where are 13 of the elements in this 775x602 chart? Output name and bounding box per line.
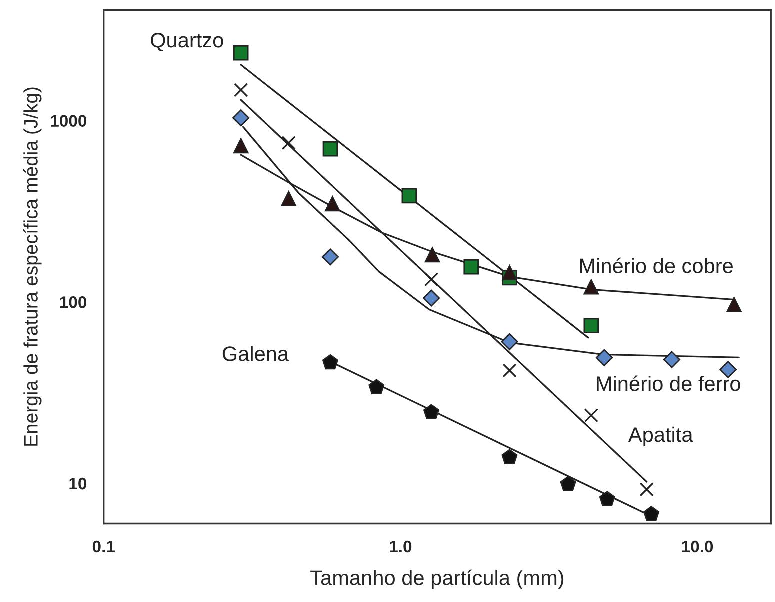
y-tick-label: 1000 (51, 115, 87, 127)
y-tick-label: 100 (60, 296, 87, 308)
x-tick-label: 1.0 (390, 540, 412, 553)
x-tick-label: 10.0 (682, 540, 714, 553)
series-label: Minério de ferro (597, 376, 740, 392)
y-axis-title: Energia de fratura específica média (J/kg) (23, 88, 42, 446)
x-tick-label: 0.1 (92, 540, 115, 553)
series-label: Apatita (628, 426, 694, 446)
series-label: Minério de cobre (580, 258, 733, 274)
y-tick-label: 10 (70, 478, 86, 490)
series-label: Galena (222, 346, 290, 362)
series-label: Quartzo (151, 33, 224, 52)
x-axis-title: Tamanho de partícula (mm) (310, 570, 564, 590)
